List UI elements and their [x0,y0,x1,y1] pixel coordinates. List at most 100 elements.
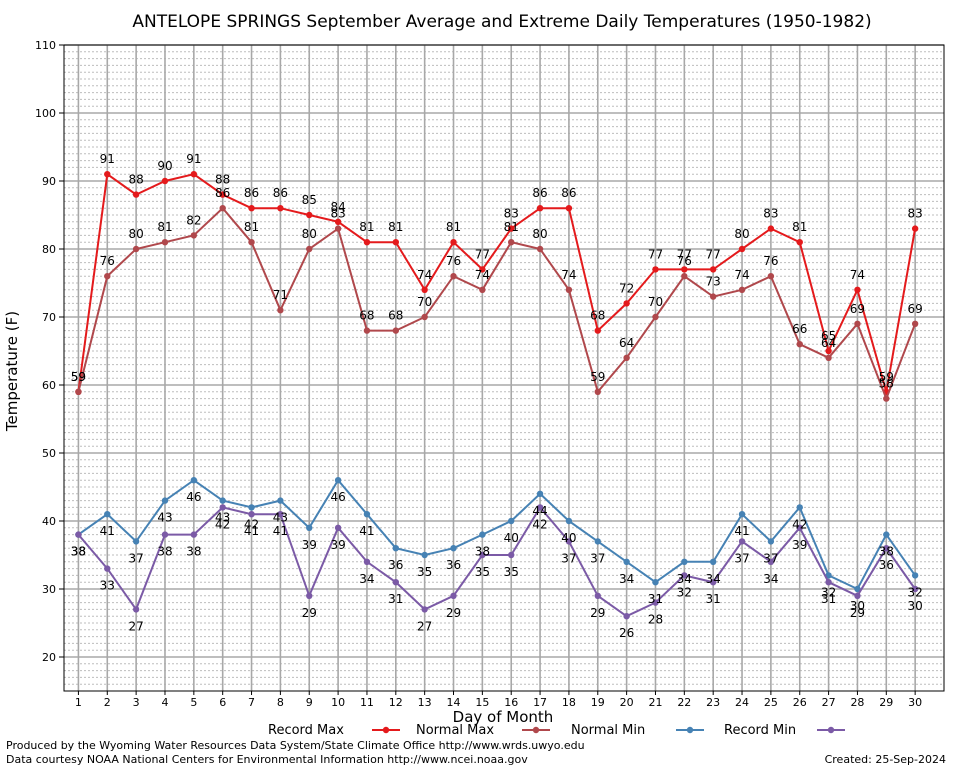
record-max-data-label: 91 [186,152,201,166]
legend-record-max-label: Record Max [268,723,344,738]
record-max-point [825,347,832,355]
normal-min-point [594,538,601,545]
legend-swatch-marker [382,726,390,734]
record-min-point [536,504,544,511]
normal-max-point [623,354,630,361]
record-max-data-label: 77 [475,247,490,261]
record-min-point [392,579,400,586]
record-min-point [479,551,486,559]
normal-max-data-label: 70 [648,295,663,309]
record-max-point [796,239,803,246]
x-tick-label: 20 [620,696,634,709]
normal-max-data-label: 83 [330,207,345,221]
record-min-point [623,613,630,620]
normal-max-point [248,239,255,246]
normal-min-point [681,558,688,565]
grid [64,44,944,692]
normal-max-point [334,225,342,232]
record-min-point [911,585,919,593]
record-max-point [248,205,255,212]
record-min-point [334,524,342,531]
normal-max-data-label: 73 [706,275,721,289]
record-max-point [767,225,775,232]
normal-min-point [392,545,400,552]
record-min-data-label: 31 [388,592,403,606]
normal-min-data-label: 43 [273,511,288,525]
plot-frame [63,44,945,692]
x-tick-label: 11 [360,696,374,709]
x-tick-label: 29 [879,696,893,709]
record-min-data-label: 38 [186,545,201,559]
record-min-point [277,511,284,518]
record-min-point [306,592,313,599]
record-max-data-label: 77 [706,247,721,261]
legend-swatch-marker [827,726,835,734]
normal-min-line [77,478,916,591]
record-max-point [536,205,544,212]
y-tick-label: 60 [42,379,56,392]
normal-min-point [652,579,659,586]
normal-min-point [161,497,169,504]
normal-max-point [421,313,428,321]
legend-swatch-marker [532,726,540,734]
normal-min-data-label: 37 [763,551,778,565]
record-max-data-label: 85 [302,193,317,207]
normal-max-data-label: 69 [850,302,865,316]
normal-min-point [536,490,544,497]
x-tick-label: 2 [104,696,111,709]
y-tick-label: 40 [42,515,56,528]
record-min-data-label: 32 [677,585,692,599]
normal-max-data-label: 59 [590,370,605,384]
record-min-point [421,606,428,613]
normal-max-point [508,239,515,246]
normal-min-point [623,558,630,565]
record-max-data-label: 74 [850,268,865,282]
y-tick-label: 50 [42,447,56,460]
normal-max-data-label: 68 [388,309,403,323]
legend-normal-min-swatch [676,726,704,734]
record-max-data-label: 81 [446,220,461,234]
normal-max-point [594,388,601,395]
record-min-point [132,606,140,613]
record-min-point [565,538,573,545]
legend: Record Max Normal Max Normal Min Record … [268,723,845,738]
record-min-point [738,538,746,545]
normal-min-point [334,477,342,484]
normal-max-point [911,320,919,327]
legend-record-max-swatch [372,726,400,734]
record-min-point [248,511,255,518]
record-max-point [104,171,111,178]
record-max-data-label: 83 [504,207,519,221]
normal-max-data-label: 59 [71,370,86,384]
record-max-data-label: 68 [590,309,605,323]
normal-max-point [75,388,82,395]
record-max-data-label: 77 [648,247,663,261]
x-tick-label: 25 [764,696,778,709]
record-min-line [77,505,916,618]
normal-max-data-label: 70 [417,295,432,309]
normal-max-data-label: 86 [215,186,230,200]
record-max-data-label: 59 [71,370,86,384]
record-max-data-label: 77 [677,247,692,261]
record-max-point [334,218,342,225]
record-max-point [392,239,400,246]
normal-max-point [854,320,861,327]
x-tick-label: 6 [219,696,226,709]
x-tick-label: 13 [418,696,432,709]
normal-min-data-label: 39 [302,538,317,552]
normal-max-data-label: 64 [821,336,836,350]
normal-min-point [248,504,255,511]
record-min-data-label: 31 [821,592,836,606]
record-min-data-label: 42 [215,517,230,531]
record-min-data-label: 35 [504,565,519,579]
normal-min-data-label: 31 [648,592,663,606]
record-max-data-label: 86 [561,186,576,200]
x-axis-label: Day of Month [453,708,554,726]
x-tick-label: 10 [331,696,345,709]
record-min-point [767,558,775,565]
record-max-point [738,245,746,253]
normal-min-point [738,511,746,518]
normal-max-point [277,307,284,314]
y-tick-label: 110 [35,39,56,52]
normal-min-point [508,517,515,525]
